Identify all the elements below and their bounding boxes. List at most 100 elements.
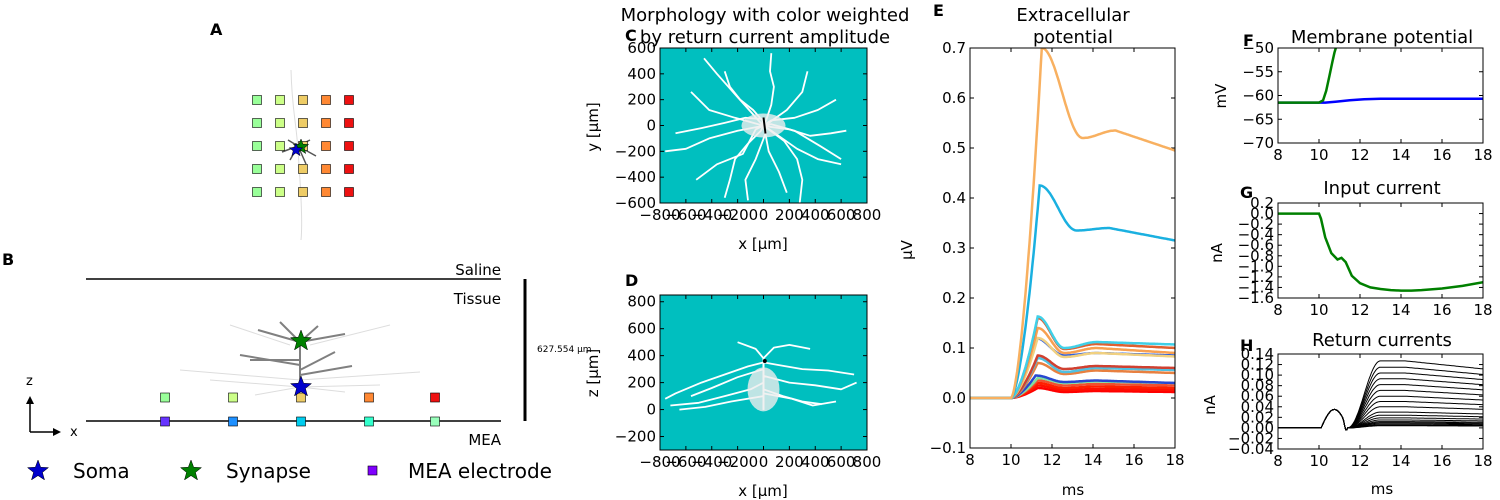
y-tick-label: −0.6 — [1238, 236, 1274, 254]
saline-label: Saline — [455, 261, 501, 279]
y-tick-label: 600 — [627, 320, 656, 338]
legend: Soma Synapse MEA electrode — [26, 459, 552, 483]
electrode-square — [298, 187, 308, 197]
y-tick-label: −0.4 — [1238, 226, 1274, 244]
panel-label-d: D — [625, 271, 638, 290]
electrode-square — [344, 118, 354, 128]
panel-h-ylabel: nA — [1201, 394, 1219, 415]
electrode-square — [252, 164, 262, 174]
mea-electrode-square — [228, 416, 238, 427]
electrode-square — [321, 187, 331, 197]
neuron-side-view — [179, 321, 421, 396]
y-tick-label: 0.4 — [942, 189, 966, 207]
x-tick-label: 200 — [775, 206, 804, 224]
y-tick-label: −1.4 — [1238, 278, 1274, 296]
y-tick-label: −65 — [1242, 110, 1274, 128]
morphology-dendrites — [664, 341, 857, 412]
soma-star-icon — [289, 375, 313, 397]
electrode-square — [252, 95, 262, 105]
y-tick-label: 0.08 — [1241, 377, 1274, 395]
y-tick-label: 0.2 — [1250, 194, 1274, 212]
y-tick-label: 0.5 — [942, 139, 966, 157]
x-tick-label: 18 — [1473, 301, 1492, 319]
electrode-square — [344, 95, 354, 105]
mea-label: MEA — [468, 431, 501, 449]
x-tick-label: 18 — [1473, 452, 1492, 470]
y-tick-label: 0.00 — [1241, 419, 1274, 437]
x-tick-label: −400 — [691, 206, 732, 224]
x-tick-label: 8 — [965, 451, 975, 469]
y-tick-label: 0.1 — [942, 339, 966, 357]
y-tick-label: 200 — [627, 374, 656, 392]
y-tick-label: −55 — [1242, 63, 1274, 81]
plot-frame — [659, 294, 868, 451]
membrane-trace — [1278, 48, 1337, 104]
legend-soma-label: Soma — [73, 459, 130, 483]
panel-g-title: Input current — [1323, 178, 1440, 199]
electrode-square — [321, 95, 331, 105]
input-current-trace — [1278, 212, 1483, 292]
y-tick-label: 0.0 — [1250, 205, 1274, 223]
x-tick-label: 12 — [1350, 146, 1369, 164]
electrode-square — [275, 187, 285, 197]
panel-label-g: G — [1240, 183, 1253, 202]
y-tick-label: −70 — [1242, 134, 1274, 152]
y-tick-label: −200 — [615, 428, 656, 446]
x-tick-label: 0 — [759, 453, 769, 471]
x-tick-label: −800 — [639, 453, 680, 471]
z-axis-label: z — [26, 374, 33, 389]
y-tick-label: −0.1 — [930, 439, 966, 457]
y-tick-label: 0.04 — [1241, 398, 1274, 416]
return-current-trace — [1278, 408, 1483, 431]
soma-mark — [762, 359, 767, 364]
panel-label-a: A — [210, 20, 223, 39]
y-tick-label: 600 — [627, 39, 656, 57]
mea-electrode-square — [160, 416, 170, 427]
plot-frame — [969, 47, 1176, 449]
x-tick-label: 8 — [1273, 146, 1283, 164]
x-tick-label: 16 — [1432, 301, 1451, 319]
electrode-square — [275, 164, 285, 174]
y-tick-label: 400 — [627, 65, 656, 83]
panel-label-h: H — [1240, 336, 1253, 355]
electrode-square — [321, 164, 331, 174]
x-tick-label: 8 — [1273, 452, 1283, 470]
y-tick-label: −1.2 — [1238, 268, 1274, 286]
panel-f-membrane-plot: 8 10 12 14 16 18 −70 −65 −60 −55 −50 — [1242, 39, 1492, 164]
soma-star-icon — [26, 459, 50, 481]
morphology-dendrites — [665, 53, 847, 203]
electrode-square — [252, 187, 262, 197]
x-tick-label: 10 — [1001, 451, 1020, 469]
x-tick-label: 400 — [801, 206, 830, 224]
panel-e-xlabel: ms — [1062, 481, 1085, 499]
y-tick-label: 0.12 — [1241, 356, 1274, 374]
y-tick-label: −1.0 — [1238, 257, 1274, 275]
tissue-label: Tissue — [453, 290, 501, 308]
electrode-square — [298, 95, 308, 105]
panel-g-input-current-plot: 8 10 12 14 16 18 −1.6−1.4−1.2−1.0−0.8−0.6−0.4−… — [1238, 194, 1493, 319]
panel-c-xlabel: x [μm] — [738, 235, 788, 253]
panel-b-side-view: Saline Tissue MEA 627.554 μm z x — [26, 261, 592, 449]
mea-electrode-square — [364, 416, 374, 427]
extracellular-trace — [970, 48, 1175, 400]
y-tick-label: −200 — [615, 142, 656, 160]
x-tick-label: 14 — [1391, 146, 1410, 164]
electrode-square — [228, 392, 238, 403]
panel-c-top-morphology: −800−600−400−200 0 200400600800−600−400−20… — [615, 39, 882, 224]
panel-d-xlabel: x [μm] — [738, 482, 788, 500]
x-tick-label: 10 — [1309, 452, 1328, 470]
panel-c-ylabel: y [μm] — [584, 102, 602, 152]
electrode-square — [252, 118, 262, 128]
dense-core — [747, 367, 780, 412]
electrode-square-icon — [367, 465, 378, 476]
input-current-traces — [1278, 212, 1483, 292]
panel-f-title: Membrane potential — [1291, 27, 1473, 48]
x-tick-label: −800 — [639, 206, 680, 224]
panel-e-ylabel: μV — [898, 239, 916, 260]
synapse-star-icon — [179, 459, 203, 481]
y-tick-label: −400 — [615, 168, 656, 186]
x-tick-label: 18 — [1165, 451, 1184, 469]
scale-bar-label: 627.554 μm — [537, 345, 592, 355]
panel-h-title: Return currents — [1312, 330, 1452, 351]
y-tick-label: 0.3 — [942, 239, 966, 257]
